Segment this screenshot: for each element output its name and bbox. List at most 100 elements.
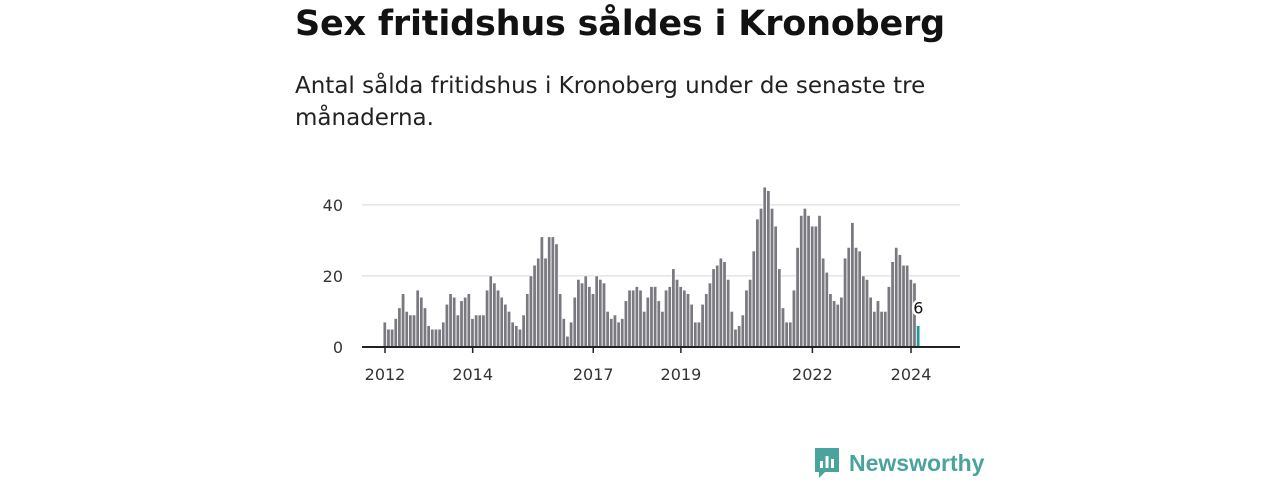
bar — [810, 225, 815, 348]
bar — [664, 289, 668, 348]
bar — [463, 297, 468, 348]
bar — [452, 297, 457, 348]
bar — [748, 279, 752, 348]
bar — [594, 275, 599, 348]
x-tick-label: 2017 — [573, 365, 614, 384]
bar — [733, 328, 738, 348]
bar — [667, 286, 672, 348]
bar — [675, 279, 679, 348]
bar — [759, 208, 763, 348]
chart-card: Sex fritidshus såldes i Kronoberg Antal … — [295, 0, 985, 480]
bar — [408, 314, 413, 348]
bar — [547, 236, 552, 348]
bar — [777, 268, 782, 348]
x-tick-label: 2024 — [891, 365, 932, 384]
bar — [832, 300, 836, 348]
bar — [865, 279, 869, 348]
bar — [645, 297, 650, 348]
bar — [700, 304, 705, 348]
bar — [569, 321, 573, 348]
brand-name: Newsworthy — [849, 449, 985, 476]
bar — [890, 261, 895, 348]
bar — [474, 314, 478, 348]
bar — [861, 275, 866, 348]
bar — [715, 265, 720, 348]
bar — [477, 314, 482, 348]
bar — [613, 314, 617, 348]
bar — [448, 293, 453, 348]
bar — [813, 225, 818, 348]
bar — [580, 282, 584, 348]
bar — [876, 300, 880, 348]
bar — [883, 311, 888, 348]
bar — [697, 321, 701, 348]
bar — [514, 325, 519, 348]
y-tick-label: 0 — [333, 338, 343, 357]
bar — [404, 311, 409, 348]
bar — [434, 328, 438, 348]
bar — [766, 190, 771, 348]
bar — [430, 328, 435, 348]
bar — [817, 215, 822, 348]
bar — [441, 321, 446, 348]
bars — [382, 186, 921, 348]
bar — [583, 275, 588, 348]
bar — [624, 300, 628, 348]
bar — [708, 282, 712, 348]
bar — [481, 314, 486, 348]
bar — [561, 318, 566, 348]
bar — [576, 279, 581, 348]
bar — [496, 289, 500, 348]
bar — [565, 336, 570, 348]
bar — [898, 254, 902, 348]
bar — [854, 247, 858, 348]
bar — [872, 311, 877, 348]
bar — [719, 257, 723, 348]
bar — [737, 325, 742, 348]
bar — [627, 289, 632, 348]
bar — [795, 247, 800, 348]
bar — [755, 218, 760, 348]
highlight-value-label: 6 — [913, 299, 923, 318]
bar — [857, 250, 862, 348]
bar — [455, 314, 460, 348]
bar — [649, 286, 654, 348]
x-tick-label: 2014 — [452, 365, 493, 384]
bar — [850, 222, 855, 348]
bar — [839, 297, 844, 348]
bar — [905, 265, 910, 348]
bar — [828, 293, 833, 348]
bar — [382, 321, 387, 348]
bar — [843, 257, 847, 348]
bar — [682, 289, 687, 348]
bar — [598, 279, 603, 348]
bar — [642, 311, 647, 348]
bar — [437, 328, 442, 348]
bar — [503, 304, 508, 348]
bar — [773, 225, 778, 348]
bar — [806, 215, 811, 348]
bar — [656, 300, 661, 348]
bar — [393, 318, 398, 348]
bar — [470, 318, 475, 348]
bar — [846, 247, 851, 348]
bar — [397, 307, 402, 348]
bar — [492, 282, 497, 348]
bar — [507, 311, 511, 348]
bar-chart: 0 20 40 2012 2014 2017 2019 2022 2024 6 — [323, 186, 960, 384]
x-tick-label: 2022 — [792, 365, 833, 384]
bar — [445, 304, 449, 348]
bar — [653, 286, 657, 348]
bar — [401, 293, 405, 348]
bar — [744, 289, 749, 348]
bar — [868, 297, 873, 348]
bar — [423, 307, 427, 348]
chart-subtitle: Antal sålda fritidshus i Kronoberg under… — [295, 73, 926, 131]
bar-highlight — [916, 325, 921, 348]
bar — [540, 236, 544, 348]
bar — [572, 297, 577, 348]
bar — [510, 321, 515, 348]
x-tick-label: 2012 — [365, 365, 406, 384]
bar — [803, 208, 807, 348]
bar — [543, 257, 548, 348]
